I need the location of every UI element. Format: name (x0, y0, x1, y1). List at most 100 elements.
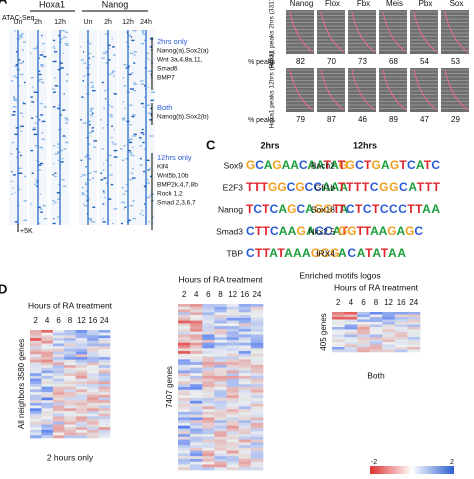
heatmap-cell (178, 406, 191, 410)
tile-curve (444, 11, 469, 53)
heatmap-dot (90, 111, 92, 113)
heatmap-dot (88, 52, 91, 55)
heatmap-dot (113, 208, 118, 210)
heatmap-dot (132, 30, 137, 32)
heatmap-cell (202, 378, 215, 382)
heatmap-dot (20, 33, 24, 35)
annotation-gene: Wnt5b,10b (157, 173, 189, 180)
heatmap-cell (98, 340, 111, 344)
heatmap-cell (238, 353, 252, 357)
hour-label: 4 (45, 316, 50, 325)
heatmap-cell (30, 421, 42, 425)
heatmap-cell (250, 417, 264, 421)
heatmap-cell (41, 405, 54, 409)
heatmap-cell (407, 319, 421, 323)
heatmap-cell (41, 408, 54, 412)
heatmap-cell (178, 375, 191, 379)
heatmap-cell (238, 387, 252, 391)
heatmap-cell (178, 353, 191, 357)
heatmap-cell (238, 367, 252, 371)
pct-label: % peaks (248, 59, 275, 66)
heatmap-cell (344, 342, 358, 345)
heatmap-cell (226, 409, 240, 413)
heatmap-cell (226, 373, 240, 377)
heatmap-cell (344, 329, 358, 333)
heatmap-cell (178, 431, 191, 435)
annotation-gene: Rock 1,2 (157, 191, 183, 198)
heatmap-cell (250, 458, 264, 462)
heatmap-cell (238, 328, 252, 332)
heatmap-cell (190, 364, 203, 368)
heatmap-dot (89, 219, 93, 221)
hour-label: 8 (68, 316, 73, 325)
heatmap-dot (120, 222, 123, 225)
heatmap-dot (53, 51, 58, 53)
heatmap-cell (52, 384, 65, 387)
heatmap-cell (250, 367, 264, 371)
heatmap-dot (89, 114, 94, 116)
heatmap-cell (250, 348, 264, 352)
pct-value: 82 (296, 57, 305, 66)
heatmap-cell (98, 397, 111, 401)
heatmap-cell (41, 381, 54, 385)
heatmap-cell (87, 346, 99, 350)
heatmap-cell (41, 397, 54, 401)
heatmap-cell (369, 329, 383, 333)
heatmap-cell (52, 335, 65, 339)
heatmap-cell (30, 365, 42, 369)
heatmap-cell (190, 339, 203, 344)
heatmap-dot (30, 149, 34, 152)
tile-curve (382, 11, 407, 53)
heatmap-dot (62, 36, 67, 38)
heatmap-cell (87, 378, 99, 382)
heatmap-dot (113, 156, 118, 158)
heatmap-cell (41, 432, 54, 436)
heatmap-cell (226, 317, 240, 321)
heatmap-dot (143, 148, 146, 150)
heatmap-dot (41, 34, 43, 37)
heatmap-ylabel: 7407 genes (165, 366, 174, 408)
annotation-gene: Nanog(a),Sox2(a) (157, 48, 209, 55)
heatmap-cell (357, 349, 371, 353)
heatmap-cell (214, 409, 227, 413)
heatmap-cell (87, 424, 99, 428)
heatmap-cell (178, 392, 191, 396)
heatmap-dot (146, 179, 149, 181)
heatmap-dot (81, 193, 86, 196)
heatmap-dot (133, 54, 136, 56)
heatmap-cell (226, 381, 240, 385)
heatmap-cell (190, 403, 203, 407)
heatmap-cell (238, 381, 252, 385)
heatmap-cell (250, 353, 264, 357)
heatmap-cell (87, 435, 99, 439)
heatmap-dot (11, 114, 16, 116)
pct-value: 70 (327, 57, 336, 66)
heatmap-cell (250, 389, 264, 393)
heatmap-dot (130, 172, 134, 174)
heatmap-cell (87, 432, 99, 436)
heatmap-cell (226, 306, 240, 310)
heatmap-cell (202, 400, 215, 404)
heatmap-cell (226, 326, 240, 330)
heatmap-cell (87, 340, 99, 344)
heatmap-cell (226, 375, 240, 379)
heatmap-dot (52, 91, 56, 93)
heatmap-dot (91, 127, 94, 129)
heatmap-cell (75, 378, 88, 382)
heatmap-dot (40, 114, 44, 116)
heatmap-cell (226, 445, 240, 449)
heatmap-cell (214, 467, 227, 471)
heatmap-dot (144, 96, 146, 98)
column-label: 2h (104, 19, 112, 26)
heatmap-cell (87, 351, 99, 355)
heatmap-cell (250, 434, 264, 438)
heatmap-dot (10, 180, 13, 183)
heatmap-cell (64, 389, 77, 393)
heatmap-dot (23, 219, 28, 221)
heatmap-cell (369, 349, 383, 353)
column-label: 12h (122, 19, 134, 26)
heatmap-cell (250, 447, 264, 451)
heatmap-dot (90, 135, 92, 137)
heatmap-cell (238, 434, 252, 438)
heatmap-cell (52, 397, 65, 401)
